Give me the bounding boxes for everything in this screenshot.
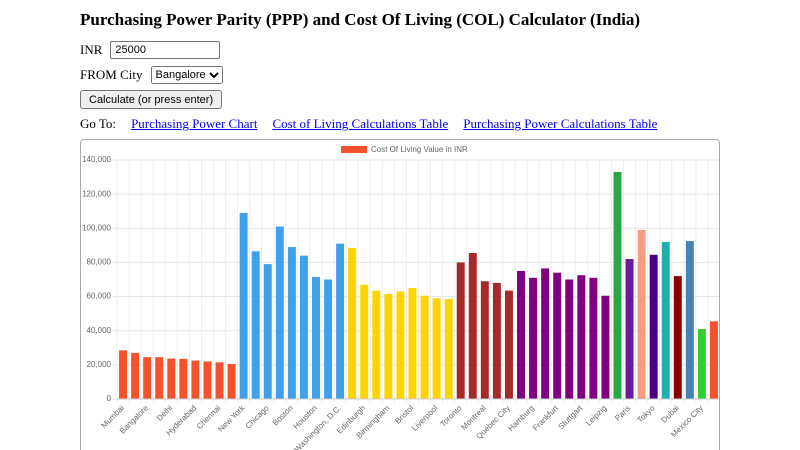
bar — [372, 290, 381, 399]
y-tick-label: 0 — [107, 394, 112, 403]
x-tick-label: Tokyo — [635, 403, 657, 425]
bar — [155, 357, 164, 399]
x-tick-label: Delhi — [155, 403, 174, 422]
bar — [661, 241, 670, 399]
bar — [637, 229, 646, 399]
city-label: FROM City — [80, 67, 143, 82]
x-tick-label: Paris — [613, 404, 632, 423]
legend-label: Cost Of Living Value in INR — [371, 145, 468, 154]
amount-row: INR — [80, 41, 221, 59]
bar — [529, 277, 538, 399]
y-tick-label: 120,000 — [82, 189, 111, 198]
y-tick-label: 80,000 — [87, 258, 112, 267]
x-tick-label: Frankfurt — [531, 403, 561, 433]
bar — [697, 329, 706, 399]
city-row: FROM City Bangalore — [80, 66, 223, 84]
bar — [444, 299, 453, 399]
y-tick-label: 20,000 — [87, 360, 112, 369]
bar — [191, 360, 200, 399]
bar — [119, 350, 128, 399]
bar — [396, 291, 405, 399]
y-tick-label: 140,000 — [82, 155, 111, 164]
nav-row: Go To: Purchasing Power Chart Cost of Li… — [80, 116, 657, 132]
bar — [227, 364, 236, 399]
nav-link[interactable]: Cost of Living Calculations Table — [272, 116, 449, 131]
bar — [613, 171, 622, 399]
chart-container: 0 20,000 40,000 60,000 80,000 100,000 120,000 1… — [80, 139, 721, 450]
bar — [432, 298, 441, 399]
bar — [504, 290, 513, 399]
x-tick-label: Hamburg — [506, 404, 536, 434]
nav-label: Go To: — [80, 116, 117, 131]
bar — [517, 270, 525, 399]
city-select[interactable]: Bangalore — [150, 66, 223, 84]
bar — [553, 272, 562, 399]
bar — [673, 276, 682, 399]
x-tick-label: Dubai — [660, 403, 681, 424]
amount-label: INR — [80, 42, 103, 57]
bar — [709, 321, 718, 399]
bar — [565, 279, 574, 399]
calculate-button[interactable]: Calculate (or press enter) — [80, 90, 223, 109]
bar — [408, 288, 417, 399]
bar — [420, 295, 429, 399]
bar — [131, 352, 140, 399]
bar — [251, 251, 260, 399]
bar — [167, 358, 176, 399]
nav-link[interactable]: Purchasing Power Chart — [131, 116, 258, 131]
bar — [348, 247, 357, 399]
x-tick-label: Liverpool — [410, 403, 439, 432]
bar — [360, 284, 369, 399]
page-title: Purchasing Power Parity (PPP) and Cost O… — [80, 10, 641, 29]
x-tick-label: Bristol — [393, 403, 415, 425]
bar — [468, 253, 477, 399]
bar — [239, 212, 248, 399]
bar — [336, 243, 345, 399]
y-tick-label: 40,000 — [87, 326, 112, 335]
y-tick-label: 100,000 — [82, 223, 111, 232]
chart: 0 20,000 40,000 60,000 80,000 100,000 120,000 1… — [82, 145, 721, 450]
amount-input[interactable] — [110, 41, 221, 59]
bar — [263, 264, 272, 399]
bar — [203, 361, 212, 399]
bar — [685, 241, 694, 399]
bar — [287, 247, 296, 399]
x-tick-label: Leipzig — [584, 404, 608, 428]
button-row: Calculate (or press enter) — [80, 90, 223, 109]
x-tick-label: Chicago — [244, 403, 272, 431]
bar — [649, 254, 658, 399]
nav-link[interactable]: Purchasing Power Calculations Table — [463, 116, 658, 131]
bar — [215, 362, 224, 399]
bar — [456, 262, 465, 399]
bar — [384, 294, 393, 399]
bar — [601, 295, 610, 399]
bar — [143, 357, 152, 399]
legend-swatch — [341, 146, 367, 153]
bar — [324, 279, 333, 399]
bar — [577, 275, 586, 399]
bar — [275, 226, 284, 399]
x-tick-label: Stuttgart — [556, 403, 584, 431]
bar — [179, 358, 188, 399]
x-tick-label: New York — [216, 403, 247, 434]
y-tick-label: 60,000 — [87, 292, 112, 301]
bar — [625, 259, 634, 399]
bar — [480, 281, 489, 399]
bar — [589, 277, 598, 399]
bar — [299, 255, 308, 399]
bar — [492, 282, 501, 399]
bar — [312, 276, 320, 399]
bar — [541, 268, 550, 399]
